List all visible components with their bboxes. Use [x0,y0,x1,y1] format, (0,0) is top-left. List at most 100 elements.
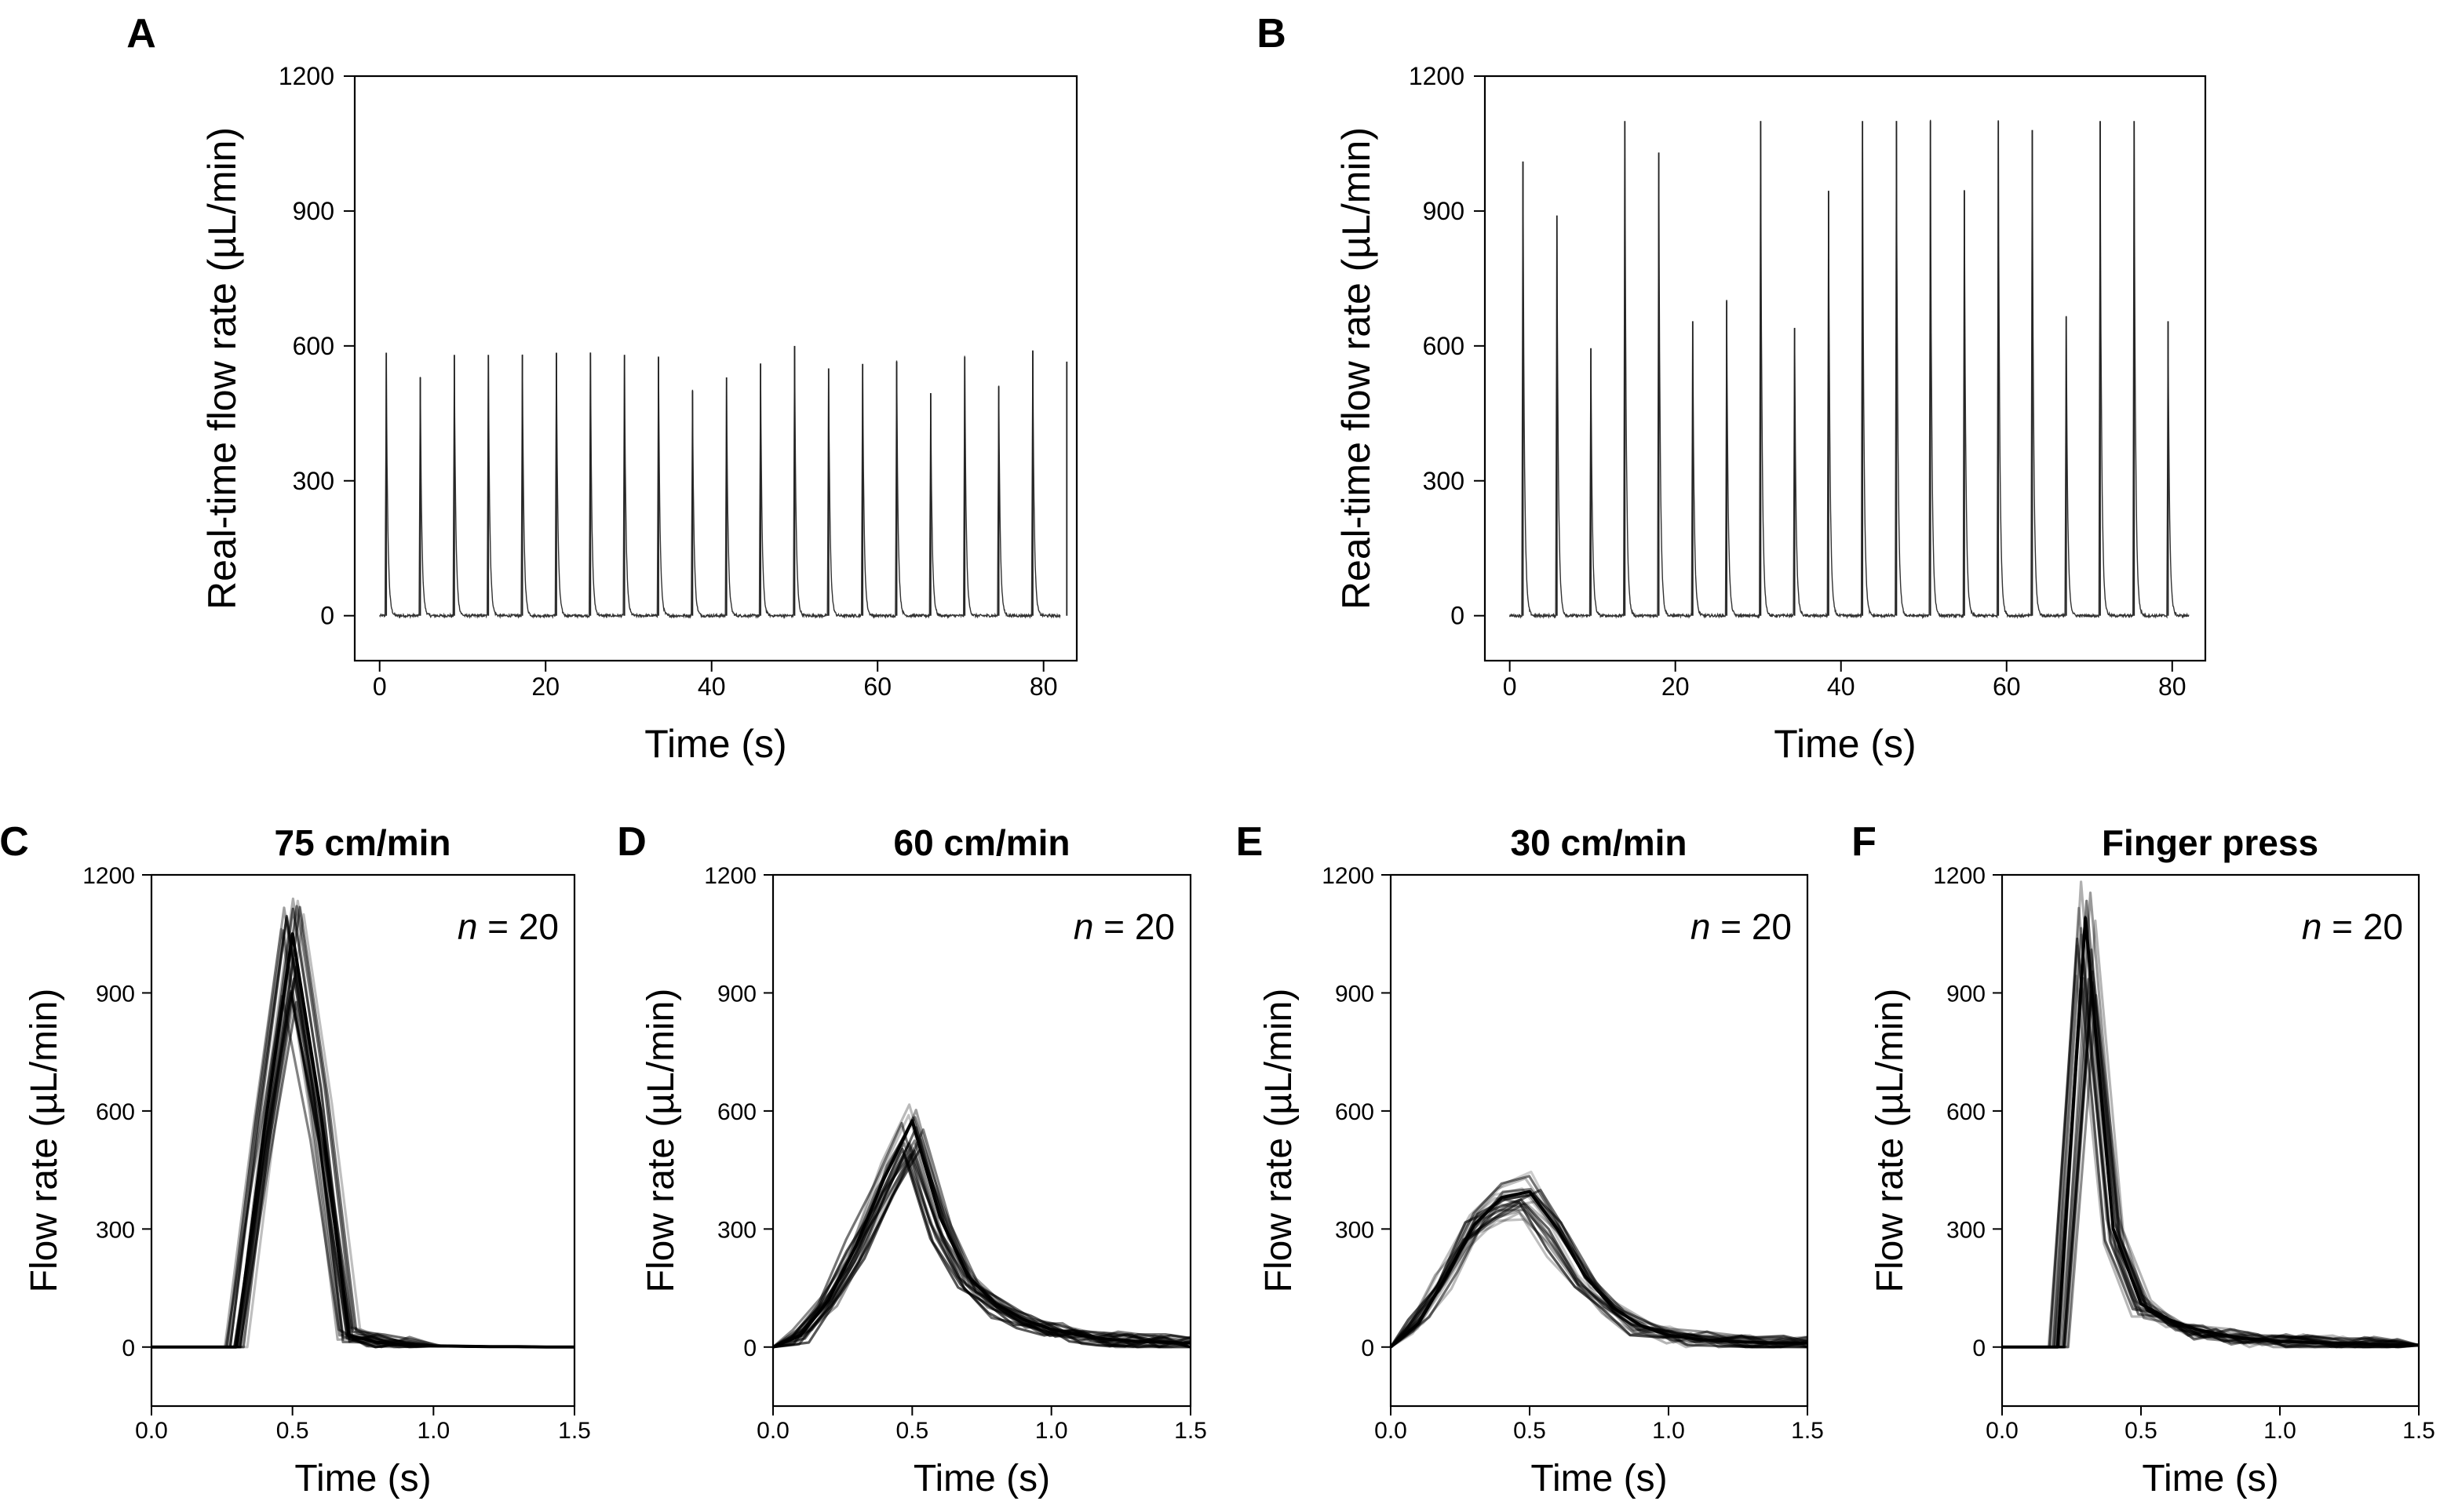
trace-line [151,905,574,1349]
x-axis-label: Time (s) [1774,722,1916,766]
trace-line [772,1153,1191,1349]
y-tick-label: 0 [743,1335,757,1361]
x-tick-label: 20 [531,672,560,701]
panel-f: F Finger press 0.0 0.5 1.0 1.5 0 300 600 900 1200 T… [1851,819,2435,1499]
panel-label: A [126,11,156,56]
n-symbol: n [1074,906,1094,947]
x-tick-label: 40 [1827,672,1855,701]
n-value: = 20 [477,906,559,947]
trace-line [151,992,574,1349]
axes-frame [1389,873,1809,1408]
panel-label: F [1851,819,1877,865]
y-tick-label: 1200 [1322,863,1374,889]
panel-title: 30 cm/min [1511,822,1687,863]
panel-label: E [1236,819,1264,865]
y-axis-label: Flow rate (µL/min) [1869,989,1911,1293]
y-tick-label: 900 [717,981,757,1007]
trace-line [151,907,574,1349]
x-tick-label: 80 [1030,672,1058,701]
x-tick-label: 20 [1661,672,1690,701]
panel-label: D [617,819,647,865]
y-tick-label: 900 [96,981,135,1007]
series-line [379,346,1061,620]
trace-line [772,1139,1191,1349]
trace-line [151,957,574,1349]
y-tick-label: 300 [293,467,334,495]
x-tick-label: 1.5 [1791,1418,1824,1444]
trace-line [151,977,574,1349]
axes-frame [771,873,1192,1408]
trace-line [151,913,574,1349]
y-tick-label: 300 [717,1217,757,1243]
y-tick-label: 600 [1423,332,1464,360]
x-tick-label: 1.5 [1174,1418,1207,1444]
axes-frame [353,75,1078,662]
panel-title: 75 cm/min [275,822,451,863]
y-tick-label: 600 [96,1099,135,1125]
y-axis-label: Flow rate (µL/min) [24,989,65,1293]
x-axis-label: Time (s) [294,1458,431,1499]
panel-label: C [0,819,29,865]
n-value: = 20 [1710,906,1792,947]
trace-line [151,916,574,1349]
x-tick-label: 0.0 [135,1418,168,1444]
x-axis-label: Time (s) [914,1458,1050,1499]
series-group [1389,1170,1808,1349]
x-tick-label: 80 [2158,672,2187,701]
x-tick-label: 0.5 [895,1418,928,1444]
trace-line-representative [2002,916,2420,1349]
x-tick-label: 0.5 [2125,1418,2157,1444]
panel-d: D 60 cm/min 0.0 0.5 1.0 1.5 0 300 600 900 1200 Time… [617,819,1207,1499]
panel-title: 60 cm/min [894,822,1070,863]
series-group [771,1103,1191,1349]
x-tick-label: 1.0 [1652,1418,1685,1444]
x-tick-label: 1.0 [2263,1418,2296,1444]
panel-a: A 0 20 40 60 80 0 300 600 900 1200 Time (s) Real-tim… [126,11,1078,766]
trace-line [772,1113,1191,1349]
x-tick-label: 0.0 [1374,1418,1407,1444]
n-annotation: n = 20 [2302,906,2403,947]
y-tick-label: 300 [1423,467,1464,495]
trace-line [151,914,574,1349]
trace-line-representative [1389,1190,1807,1349]
trace-line-representative [151,932,574,1349]
y-tick-label: 0 [1972,1335,1986,1361]
trace-line [151,989,574,1349]
n-annotation: n = 20 [1690,906,1792,947]
y-tick-label: 1200 [1933,863,1986,889]
n-annotation: n = 20 [458,906,559,947]
x-tick-label: 1.0 [417,1418,450,1444]
n-symbol: n [1690,906,1711,947]
trace-line [151,929,574,1349]
y-tick-label: 0 [320,602,334,630]
trace-line [151,966,574,1349]
trace-line [1389,1200,1808,1348]
x-tick-label: 60 [863,672,892,701]
y-tick-label: 0 [1361,1335,1374,1361]
trace-line [151,945,574,1349]
trace-line [772,1116,1191,1349]
x-axis-label: Time (s) [1530,1458,1667,1499]
trace-line [772,1116,1191,1349]
trace-line [1389,1203,1808,1349]
x-tick-label: 1.5 [2402,1418,2435,1444]
trace-line [151,905,574,1349]
n-symbol: n [2302,906,2322,947]
y-tick-label: 1200 [704,863,757,889]
x-tick-label: 1.5 [558,1418,591,1444]
trace-line [151,906,574,1349]
x-axis-label: Time (s) [2142,1458,2278,1499]
y-tick-label: 300 [96,1217,135,1243]
y-tick-label: 1200 [82,863,135,889]
trace-line [151,927,574,1349]
y-tick-label: 300 [1335,1217,1374,1243]
trace-line [772,1149,1191,1349]
trace-line [1389,1203,1808,1349]
panel-b: B 0 20 40 60 80 0 300 600 900 1200 Time (s) Real-tim… [1256,11,2207,766]
series-line [1509,119,2190,620]
trace-line [772,1121,1191,1349]
panel-label: B [1256,11,1286,56]
series-group [379,345,1068,620]
y-tick-label: 900 [1335,981,1374,1007]
